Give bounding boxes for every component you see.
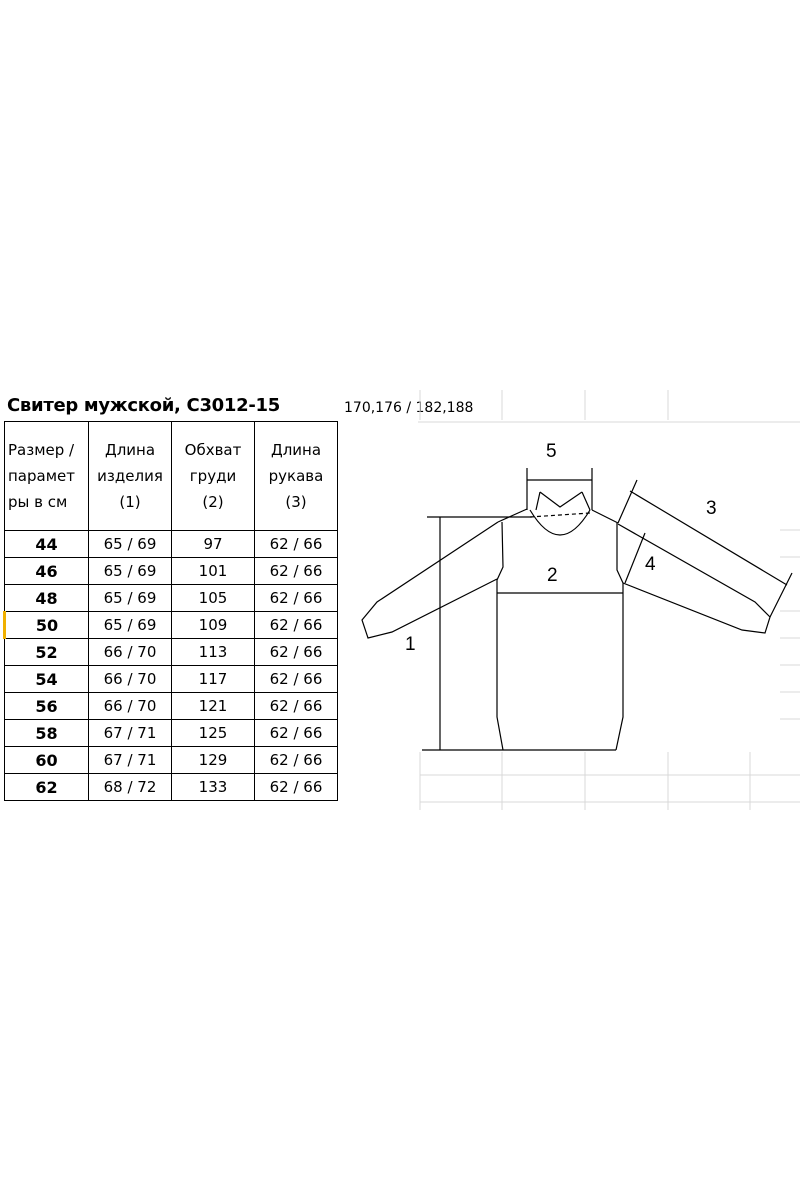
size-cell: 52 (4, 638, 89, 666)
chest-cell: 105 (171, 584, 255, 612)
dimension-lines (427, 468, 793, 750)
sleeve-cell: 62 / 66 (254, 638, 338, 666)
sleeve-cell: 62 / 66 (254, 773, 338, 801)
chest-cell: 109 (171, 611, 255, 639)
sleeve-cell: 62 / 66 (254, 719, 338, 747)
height-range: 170,176 / 182,188 (344, 400, 474, 416)
sleeve-cell: 62 / 66 (254, 584, 338, 612)
table-row: 62 68 / 72 133 62 / 66 (4, 773, 338, 801)
label-1: 1 (405, 634, 416, 655)
label-2: 2 (547, 565, 558, 586)
grid-lines (418, 390, 800, 810)
length-cell: 68 / 72 (88, 773, 172, 801)
size-cell: 60 (4, 746, 89, 774)
sleeve-cell: 62 / 66 (254, 665, 338, 693)
label-4: 4 (645, 554, 656, 575)
chest-cell: 101 (171, 557, 255, 585)
length-cell: 65 / 69 (88, 557, 172, 585)
table-row: 44 65 / 69 97 62 / 66 (4, 530, 338, 558)
chest-cell: 133 (171, 773, 255, 801)
sleeve-cell: 62 / 66 (254, 746, 338, 774)
sweater-outline (361, 491, 771, 751)
header-size: Размер / парамет ры в см (4, 421, 89, 531)
label-5: 5 (546, 441, 557, 462)
size-cell: 62 (4, 773, 89, 801)
header-sleeve: Длина рукава (3) (254, 421, 338, 531)
chest-cell: 129 (171, 746, 255, 774)
size-cell: 48 (4, 584, 89, 612)
length-cell: 66 / 70 (88, 665, 172, 693)
sleeve-cell: 62 / 66 (254, 692, 338, 720)
chest-cell: 117 (171, 665, 255, 693)
size-table: Размер / парамет ры в см Длина изделия (1) О… (3, 421, 338, 801)
table-row: 60 67 / 71 129 62 / 66 (4, 746, 338, 774)
length-cell: 67 / 71 (88, 746, 172, 774)
label-3: 3 (706, 498, 717, 519)
size-cell: 58 (4, 719, 89, 747)
chest-cell: 113 (171, 638, 255, 666)
size-cell: 44 (4, 530, 89, 558)
table-row: 58 67 / 71 125 62 / 66 (4, 719, 338, 747)
table-row: 48 65 / 69 105 62 / 66 (4, 584, 338, 612)
page-title: Свитер мужской, С3012-15 (7, 395, 280, 416)
chest-cell: 125 (171, 719, 255, 747)
